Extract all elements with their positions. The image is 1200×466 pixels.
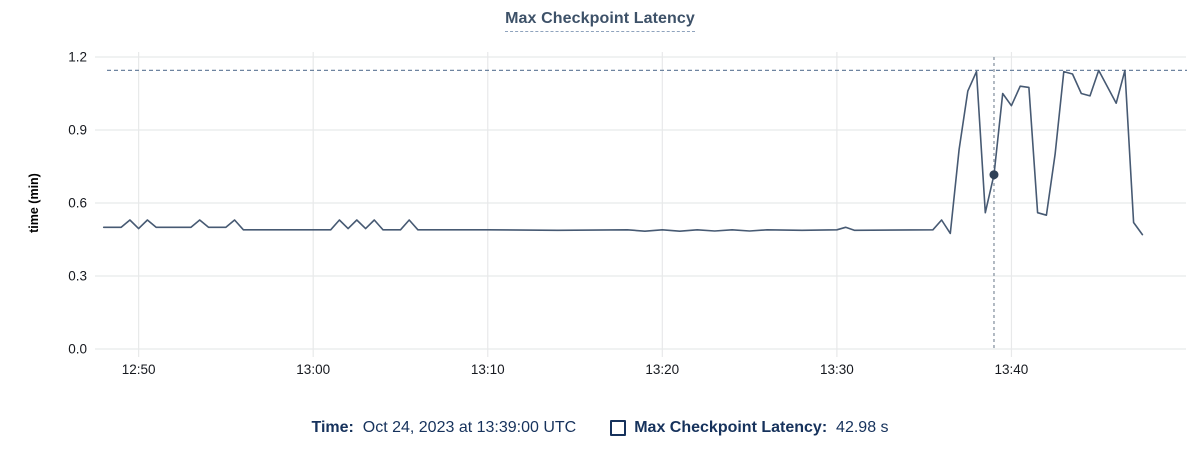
legend-series-item[interactable]: Max Checkpoint Latency: 42.98 s [610,419,889,437]
legend-series-value: 42.98 s [827,419,889,436]
x-tick-label: 13:10 [471,362,505,377]
selected-point-marker[interactable] [989,170,999,180]
legend-time-label: Time: [311,419,354,436]
x-tick-label: 13:40 [995,362,1029,377]
latency-line-chart[interactable]: 12:50 13:00 13:10 13:20 13:30 13:40 0.0 0.3 0.6 0… [0,0,1200,404]
legend: Time: Oct 24, 2023 at 13:39:00 UTC Max C… [0,419,1200,437]
chart-title[interactable]: Max Checkpoint Latency [505,10,695,32]
legend-checkbox-icon[interactable] [610,420,627,436]
x-tick-label: 13:00 [296,362,330,377]
series-line [102,69,1144,236]
y-tick-label: 0.3 [68,269,87,284]
y-tick-label: 0.9 [68,123,87,138]
legend-series-label: Max Checkpoint Latency: [634,419,828,436]
y-tick-label: 1.2 [68,50,87,65]
legend-time-value: Oct 24, 2023 at 13:39:00 UTC [353,419,577,436]
x-tick-label: 12:50 [122,362,156,377]
y-tick-label: 0.0 [68,342,87,357]
x-tick-label: 13:30 [820,362,854,377]
legend-time-item: Time: Oct 24, 2023 at 13:39:00 UTC [311,419,576,437]
y-axis-title: time (min) [27,173,41,233]
x-tick-label: 13:20 [645,362,679,377]
chart-title-row: Max Checkpoint Latency [0,10,1200,32]
y-tick-label: 0.6 [68,196,87,211]
